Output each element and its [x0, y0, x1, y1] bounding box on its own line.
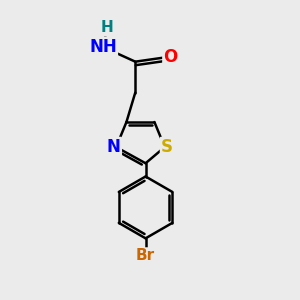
Text: N: N [107, 138, 121, 156]
Text: S: S [161, 138, 173, 156]
Text: O: O [164, 48, 178, 66]
Text: H: H [101, 20, 114, 35]
Text: Br: Br [136, 248, 155, 263]
Text: NH: NH [89, 38, 117, 56]
